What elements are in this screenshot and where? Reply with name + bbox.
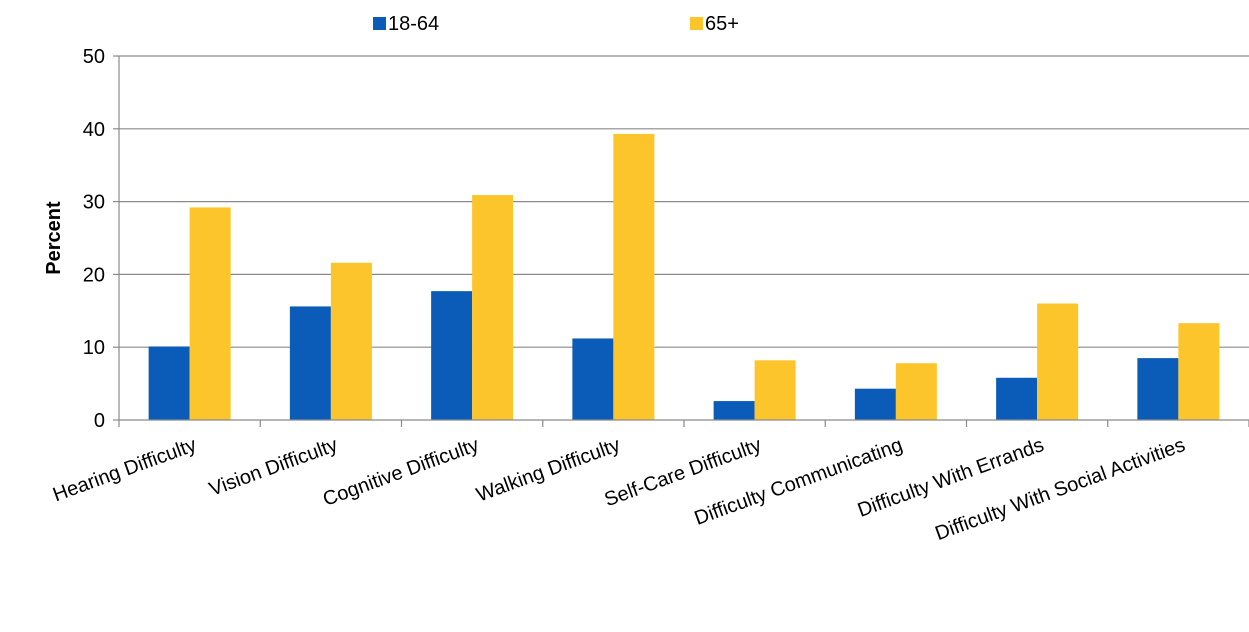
legend-label: 18-64	[388, 13, 439, 35]
gridlines	[119, 55, 1249, 348]
bar-65+-6	[1037, 303, 1079, 420]
legend-swatch	[373, 17, 386, 30]
bar-65+-5	[895, 363, 937, 420]
bar-18-64-5	[854, 388, 896, 420]
legend-label: 65+	[705, 13, 739, 35]
bar-18-64-0	[148, 346, 190, 420]
x-category-label: Cognitive Difficulty	[320, 434, 482, 511]
bar-18-64-4	[713, 401, 755, 420]
axes	[113, 55, 1249, 427]
bar-18-64-2	[431, 291, 473, 420]
x-category-label: Difficulty With Social Activities	[932, 434, 1188, 545]
bar-65+-0	[189, 207, 231, 420]
x-category-label: Hearing Difficulty	[50, 434, 199, 506]
bars	[148, 133, 1220, 420]
bar-65+-3	[613, 133, 655, 420]
bar-65+-7	[1178, 323, 1220, 420]
bar-65+-2	[472, 195, 514, 420]
x-category-label: Walking Difficulty	[474, 434, 624, 506]
y-tick-label: 50	[83, 46, 105, 68]
bar-18-64-7	[1137, 358, 1179, 420]
y-tick-label: 20	[83, 264, 105, 286]
bar-65+-4	[754, 360, 796, 420]
bar-18-64-6	[996, 377, 1038, 420]
legend-swatch	[690, 17, 703, 30]
bar-65+-1	[330, 262, 372, 420]
y-tick-label: 40	[83, 119, 105, 141]
y-axis-title: Percent	[43, 201, 65, 275]
legend: 18-64 65+	[373, 13, 739, 35]
bar-18-64-1	[289, 306, 331, 420]
y-tick-label: 30	[83, 192, 105, 214]
y-tick-label: 10	[83, 337, 105, 359]
y-tick-label: 0	[94, 410, 105, 432]
bar-18-64-3	[572, 338, 614, 420]
